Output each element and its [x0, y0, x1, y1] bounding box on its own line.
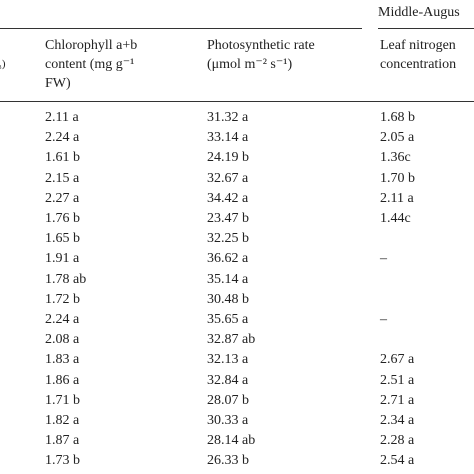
table-cell: 2.24 a: [45, 130, 80, 146]
group-rule: [378, 28, 474, 29]
table-cell: 2.11 a: [45, 110, 79, 125]
table-cell: 1.82 a: [45, 413, 80, 428]
column-header: concentration: [380, 57, 457, 72]
table-cell: 2.34 a: [380, 413, 415, 428]
table-cell: 1.78 ab: [45, 271, 87, 287]
table-cell: 34.42 a: [207, 190, 249, 206]
table-cell: 2.08 a: [45, 332, 80, 348]
table-cell: 1.72 b: [45, 291, 80, 307]
table-cell: 2.11 a: [380, 190, 414, 206]
table-cell: –: [380, 312, 387, 327]
group-label: Middle-Augus: [378, 5, 460, 20]
table-cell: 23.47 b: [207, 211, 249, 226]
table-cell: 28.14 ab: [207, 433, 256, 449]
table-cell: 1.73 b: [45, 453, 80, 469]
column-header: FW): [45, 76, 71, 91]
table-cell: 1.68 b: [380, 110, 415, 125]
table-cell: 36.62 a: [207, 251, 249, 267]
top-rule: [0, 28, 362, 29]
table-cell: 1.65 b: [45, 231, 80, 247]
table-cell: 32.13 a: [207, 352, 249, 368]
table-cell: 1.61 b: [45, 150, 80, 166]
table-cell: 1.91 a: [45, 251, 80, 267]
table-cell: 30.48 b: [207, 291, 249, 307]
table-cell: 2.05 a: [380, 130, 415, 146]
table-cell: 2.51 a: [380, 372, 415, 388]
table-cell: 1.76 b: [45, 211, 80, 226]
table-cell: 2.54 a: [380, 453, 415, 469]
table-cell: 32.87 ab: [207, 332, 256, 348]
table-cell: 35.65 a: [207, 312, 249, 327]
table-cell: 2.27 a: [45, 190, 80, 206]
table-cell: 2.28 a: [380, 433, 415, 449]
table-cell: 1.70 b: [380, 170, 415, 186]
table-cell: 31.32 a: [207, 110, 249, 125]
table-cell: 26.33 b: [207, 453, 249, 469]
column-header: content (mg g⁻¹: [45, 57, 135, 72]
table-cell: 1.44c: [380, 211, 411, 226]
table-cell: 24.19 b: [207, 150, 249, 166]
table-cell: 32.25 b: [207, 231, 249, 247]
table-cell: 2.67 a: [380, 352, 415, 368]
table-cell: 1.36c: [380, 150, 411, 166]
column-header: Photosynthetic rate: [207, 38, 315, 53]
column-header: Chlorophyll a+b: [45, 38, 138, 53]
table-cell: 1.86 a: [45, 372, 80, 388]
table-cell: 1.87 a: [45, 433, 80, 449]
header-fragment: ₃): [0, 58, 6, 70]
header-rule: [0, 101, 474, 102]
column-header: Leaf nitrogen: [380, 38, 456, 53]
table-cell: 28.07 b: [207, 392, 249, 408]
table-cell: 35.14 a: [207, 271, 249, 287]
table-cell: 30.33 a: [207, 413, 249, 428]
column-header: (μmol m⁻² s⁻¹): [207, 57, 293, 72]
table-cell: 1.71 b: [45, 392, 80, 408]
table-cell: –: [380, 251, 387, 267]
table-cell: 32.84 a: [207, 372, 249, 388]
table-cell: 32.67 a: [207, 170, 249, 186]
table-cell: 33.14 a: [207, 130, 249, 146]
table-cell: 2.71 a: [380, 392, 415, 408]
table-cell: 2.24 a: [45, 312, 80, 327]
table-cell: 1.83 a: [45, 352, 80, 368]
table-cell: 2.15 a: [45, 170, 80, 186]
